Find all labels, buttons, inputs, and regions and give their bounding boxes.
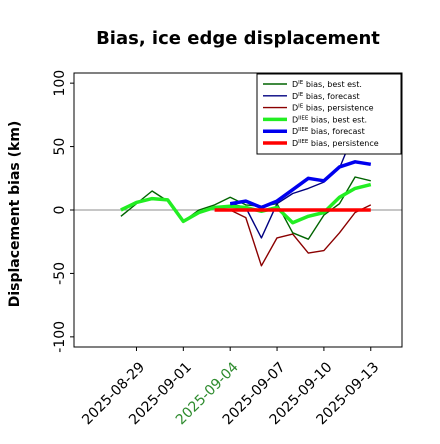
legend-box xyxy=(256,73,402,155)
series-line xyxy=(120,182,372,225)
y-tick-label: -100 xyxy=(52,321,68,353)
plot-frame xyxy=(73,72,403,348)
legend-entry: DIIEE bias, forecast xyxy=(292,127,365,136)
plot-area: -100-500501002025-08-292025-09-012025-09… xyxy=(52,70,403,428)
y-tick-label: 50 xyxy=(52,138,68,156)
series-line xyxy=(229,204,372,267)
legend-entry: DIE bias, persistence xyxy=(292,104,374,113)
legend-entry: DIIEE bias, best est. xyxy=(292,115,367,124)
series-line xyxy=(229,160,372,210)
y-tick-label: 0 xyxy=(52,206,68,215)
chart-title: Bias, ice edge displacement xyxy=(96,28,380,49)
y-tick-label: 100 xyxy=(52,70,68,97)
legend-entry: DIIEE bias, persistence xyxy=(292,139,379,148)
y-tick-label: -50 xyxy=(52,262,68,285)
legend-entry: DIE bias, forecast xyxy=(292,92,360,101)
legend-entry: DIE bias, best est. xyxy=(292,80,362,89)
y-axis-label: Displacement bias (km) xyxy=(7,121,23,308)
